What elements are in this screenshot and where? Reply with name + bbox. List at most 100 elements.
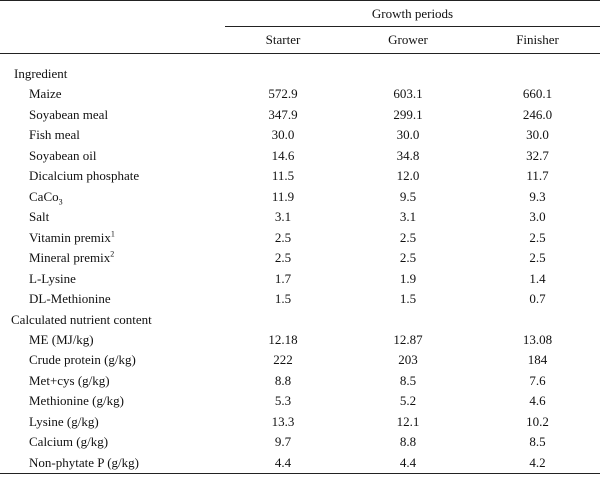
- table-row: Non-phytate P (g/kg) 4.4 4.4 4.2: [0, 452, 600, 474]
- grower-value: 12.87: [393, 331, 423, 347]
- grower-value: 8.8: [399, 434, 417, 450]
- grower-value: 4.4: [341, 452, 475, 474]
- finisher-value: 0.7: [529, 291, 546, 307]
- row-label-text: Salt: [29, 209, 50, 225]
- table-row: Methionine (g/kg) 5.3 5.2 4.6: [0, 391, 600, 412]
- finisher-value: 660.1: [522, 86, 553, 102]
- starter-value: 4.4: [225, 452, 341, 474]
- starter-value: 30.0: [271, 127, 295, 143]
- finisher-value: 32.7: [526, 147, 549, 163]
- header-blank-cell: [0, 26, 225, 54]
- finisher-value: 30.0: [526, 127, 549, 143]
- finisher-value: 4.2: [475, 452, 600, 474]
- starter-value: 8.8: [274, 372, 292, 388]
- column-header-starter: Starter: [225, 26, 341, 54]
- grower-value: 1.9: [399, 270, 417, 286]
- starter-value: 222: [273, 352, 293, 368]
- table-row: L-Lysine 1.7 1.9 1.4: [0, 269, 600, 290]
- row-label-text: DL-Methionine: [29, 291, 111, 307]
- row-label: Non-phytate P (g/kg): [0, 452, 225, 474]
- finisher-value: 7.6: [529, 372, 546, 388]
- grower-value: 3.1: [399, 209, 417, 225]
- row-label-text: CaCo: [29, 188, 59, 204]
- row-label-text: Mineral premix: [29, 250, 111, 266]
- header-blank-cell: [0, 1, 225, 27]
- section-title: Calculated nutrient content: [11, 311, 152, 327]
- finisher-value: 3.0: [529, 209, 546, 225]
- finisher-value: 13.08: [522, 331, 553, 347]
- row-label-text: Methionine (g/kg): [29, 393, 124, 409]
- starter-value: 1.7: [274, 270, 292, 286]
- table-row: Crude protein (g/kg) 222 203 184: [0, 350, 600, 371]
- table-row: Met+cys (g/kg) 8.8 8.5 7.6: [0, 371, 600, 392]
- finisher-value: 9.3: [529, 188, 546, 204]
- row-label: CaCo3: [0, 187, 225, 208]
- row-label: Vitamin premix1: [0, 228, 225, 249]
- table-row: Dicalcium phosphate 11.5 12.0 11.7: [0, 166, 600, 187]
- table-row: Calcium (g/kg) 9.7 8.8 8.5: [0, 432, 600, 453]
- starter-value: 11.9: [271, 188, 295, 204]
- starter-value: 13.3: [271, 413, 295, 429]
- grower-value: 299.1: [393, 106, 423, 122]
- growth-periods-header: Growth periods: [225, 1, 600, 27]
- finisher-value: 10.2: [526, 413, 549, 429]
- table-row: Mineral premix2 2.5 2.5 2.5: [0, 248, 600, 269]
- starter-value: 572.9: [268, 86, 298, 102]
- row-label-text: Soyabean meal: [29, 106, 109, 122]
- table-row: Fish meal 30.0 30.0 30.0: [0, 125, 600, 146]
- row-label: Calcium (g/kg): [0, 432, 225, 453]
- table-row: Lysine (g/kg) 13.3 12.1 10.2: [0, 412, 600, 433]
- finisher-value: 8.5: [529, 434, 546, 450]
- grower-value: 2.5: [399, 229, 417, 245]
- row-label: DL-Methionine: [0, 289, 225, 310]
- section-header-row: Calculated nutrient content: [0, 310, 600, 330]
- row-label: ME (MJ/kg): [0, 330, 225, 351]
- section-header-row: Ingredient: [0, 64, 600, 84]
- table-row: Salt 3.1 3.1 3.0: [0, 207, 600, 228]
- row-label-text: Non-phytate P (g/kg): [29, 454, 139, 470]
- row-label-text: ME (MJ/kg): [29, 331, 94, 347]
- row-label: Mineral premix2: [0, 248, 225, 269]
- starter-value: 2.5: [274, 229, 292, 245]
- row-label: L-Lysine: [0, 269, 225, 290]
- row-label-text: L-Lysine: [29, 270, 76, 286]
- finisher-value: 246.0: [522, 106, 553, 122]
- section-title: Ingredient: [14, 66, 68, 81]
- grower-value: 2.5: [399, 250, 417, 266]
- grower-value: 203: [398, 352, 418, 368]
- column-header-row: Starter Grower Finisher: [0, 26, 600, 54]
- column-header-finisher: Finisher: [475, 26, 600, 54]
- table-row: CaCo3 11.9 9.5 9.3: [0, 187, 600, 208]
- grower-value: 9.5: [399, 188, 417, 204]
- row-label-text: Lysine (g/kg): [29, 413, 99, 429]
- row-label-text: Crude protein (g/kg): [29, 352, 136, 368]
- starter-value: 1.5: [274, 291, 292, 307]
- table-row: Vitamin premix1 2.5 2.5 2.5: [0, 228, 600, 249]
- row-label: Maize: [0, 84, 225, 105]
- table-row: Soyabean meal 347.9 299.1 246.0: [0, 105, 600, 126]
- grower-value: 1.5: [399, 291, 417, 307]
- grower-value: 12.1: [396, 413, 420, 429]
- grower-value: 5.2: [399, 393, 417, 409]
- table-row: Maize 572.9 603.1 660.1: [0, 84, 600, 105]
- row-label: Soyabean meal: [0, 105, 225, 126]
- starter-value: 2.5: [274, 250, 292, 266]
- footnote-marker: 2: [110, 249, 115, 259]
- starter-value: 14.6: [271, 147, 295, 163]
- finisher-value: 2.5: [529, 229, 546, 245]
- row-label: Met+cys (g/kg): [0, 371, 225, 392]
- table-row: ME (MJ/kg) 12.18 12.87 13.08: [0, 330, 600, 351]
- grower-value: 12.0: [396, 168, 420, 184]
- starter-value: 12.18: [268, 331, 298, 347]
- finisher-value: 184: [527, 352, 548, 368]
- spacer-row: [0, 54, 600, 65]
- group-header-row: Growth periods: [0, 1, 600, 27]
- table-row: DL-Methionine 1.5 1.5 0.7: [0, 289, 600, 310]
- finisher-value: 4.6: [529, 393, 546, 409]
- grower-value: 30.0: [396, 127, 420, 143]
- table-row: Soyabean oil 14.6 34.8 32.7: [0, 146, 600, 167]
- subscript: 3: [58, 197, 63, 207]
- top-rule: [0, 0, 600, 1]
- column-header-grower: Grower: [341, 26, 475, 54]
